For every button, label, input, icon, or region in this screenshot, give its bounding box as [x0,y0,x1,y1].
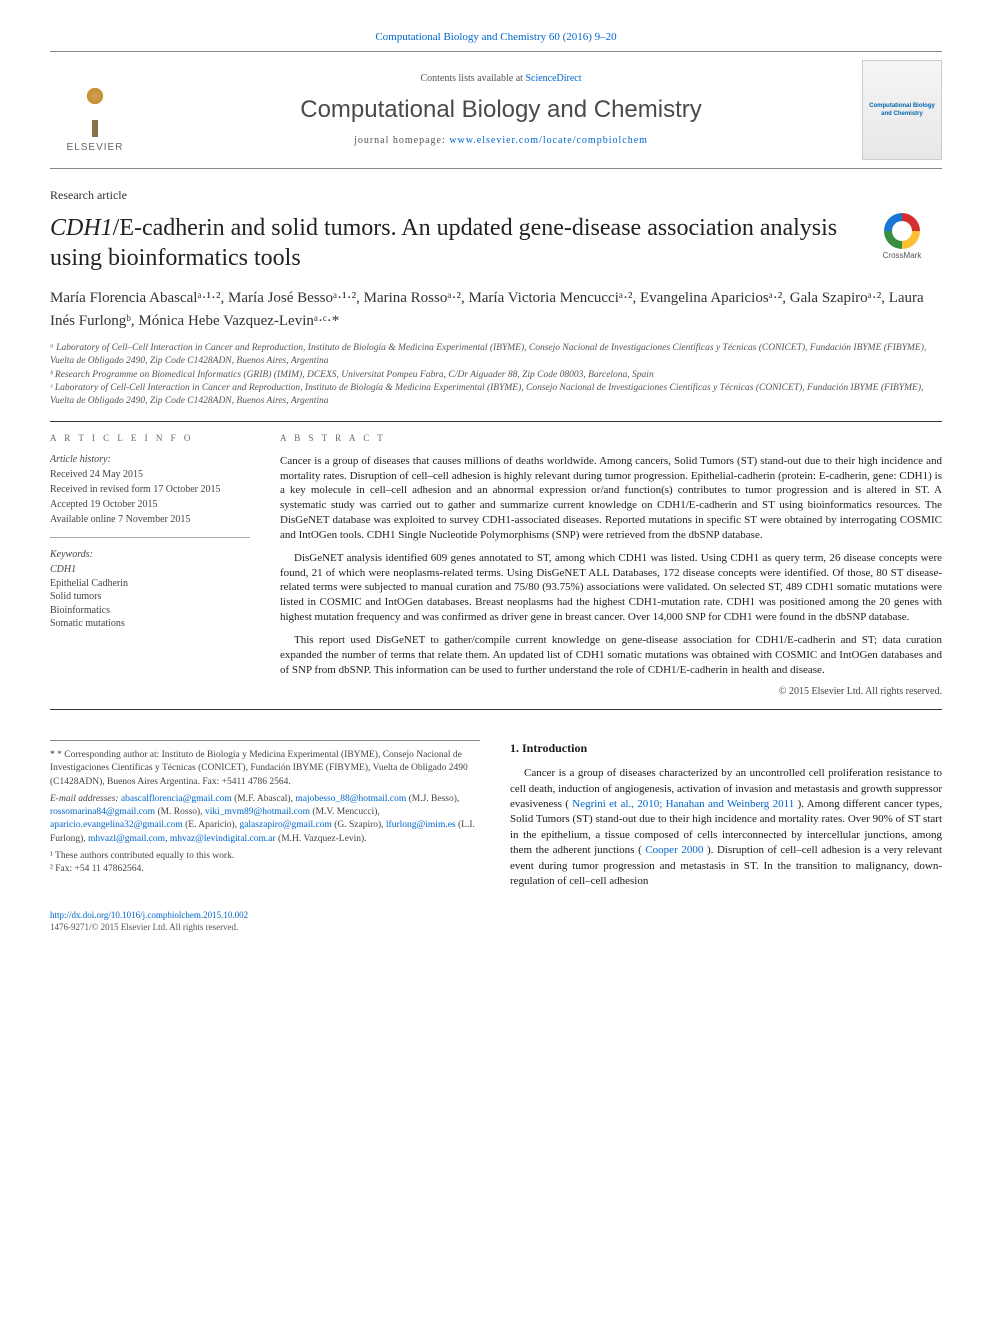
crossmark-badge[interactable]: CrossMark [862,213,942,262]
journal-homepage-link[interactable]: www.elsevier.com/locate/compbiolchem [449,135,648,146]
email-who: (M.F. Abascal), [232,794,293,804]
page-footer: http://dx.doi.org/10.1016/j.compbiolchem… [50,909,942,933]
abstract-para-2: DisGeNET analysis identified 609 genes a… [280,551,942,625]
abstract-para-1: Cancer is a group of diseases that cause… [280,454,942,543]
journal-cover-text: Computational Biology and Chemistry [863,98,941,122]
star-icon: * [50,750,55,760]
email-link[interactable]: aparicio.evangelina32@gmail.com [50,820,183,830]
online-date: Available online 7 November 2015 [50,514,190,525]
divider-bottom [50,709,942,710]
revised-date: Received in revised form 17 October 2015 [50,484,221,495]
article-info-sidebar: A R T I C L E I N F O Article history: R… [50,432,250,699]
email-link[interactable]: galaszapiro@gmail.com [239,820,331,830]
sciencedirect-link[interactable]: ScienceDirect [525,73,581,84]
abstract: A B S T R A C T Cancer is a group of dis… [280,432,942,699]
footnote-2: ² Fax: +54 11 47862564. [50,863,480,876]
article-history-block: Article history: Received 24 May 2015 Re… [50,452,250,538]
corresponding-notes: * * Corresponding author at: Instituto d… [50,740,480,889]
corresponding-text: * Corresponding author at: Instituto de … [50,750,468,787]
keyword-item: Somatic mutations [50,617,250,631]
keyword-item: Solid tumors [50,590,250,604]
running-head-link[interactable]: Computational Biology and Chemistry 60 (… [375,31,616,43]
journal-header: ELSEVIER Contents lists available at Sci… [50,51,942,169]
affiliation-c: ᶜ Laboratory of Cell-Cell Interaction in… [50,382,942,409]
elsevier-label: ELSEVIER [67,141,124,155]
section-heading-intro: 1. Introduction [510,740,942,756]
email-who: (E. Aparicio), [183,820,240,830]
lower-columns: * * Corresponding author at: Instituto d… [50,740,942,889]
crossmark-label: CrossMark [862,251,942,262]
gene-name: CDH1 [50,215,113,241]
article-title: CDH1/E-cadherin and solid tumors. An upd… [50,213,862,273]
affiliations: ᵃ Laboratory of Cell–Cell Interaction in… [50,342,942,408]
email-link[interactable]: mhvaz@levindigital.com.ar [170,834,276,844]
issn-copyright: 1476-9271/© 2015 Elsevier Ltd. All right… [50,922,238,932]
keywords-head: Keywords: [50,548,250,562]
keyword-item: Bioinformatics [50,604,250,618]
abstract-head: A B S T R A C T [280,432,942,444]
abstract-copyright: © 2015 Elsevier Ltd. All rights reserved… [280,685,942,699]
info-abstract-row: A R T I C L E I N F O Article history: R… [50,432,942,699]
article-type: Research article [50,187,942,203]
email-who: (M.J. Besso), [406,794,459,804]
homepage-prefix: journal homepage: [354,135,449,146]
introduction-column: 1. Introduction Cancer is a group of dis… [510,740,942,889]
abstract-para-3: This report used DisGeNET to gather/comp… [280,633,942,678]
keyword-item: Epithelial Cadherin [50,577,250,591]
divider-top [50,421,942,422]
email-who: (M. Rosso), [155,807,203,817]
elsevier-tree-icon [65,82,125,137]
crossmark-icon [884,213,920,249]
title-rest: /E-cadherin and solid tumors. An updated… [50,215,837,271]
affiliation-b: ᵇ Research Programme on Biomedical Infor… [50,369,942,382]
email-link[interactable]: lfurlong@imim.es [386,820,456,830]
corresponding-author-note: * * Corresponding author at: Instituto d… [50,749,480,789]
contents-available-line: Contents lists available at ScienceDirec… [140,72,862,86]
publisher-logo: ELSEVIER [50,65,140,155]
header-center: Contents lists available at ScienceDirec… [140,72,862,147]
affiliation-a: ᵃ Laboratory of Cell–Cell Interaction in… [50,342,942,369]
footnote-1: ¹ These authors contributed equally to t… [50,850,480,863]
journal-name: Computational Biology and Chemistry [140,94,862,126]
keywords-block: Keywords: CDH1 Epithelial Cadherin Solid… [50,548,250,631]
email-link[interactable]: majobesso_88@hotmail.com [295,794,406,804]
journal-homepage-line: journal homepage: www.elsevier.com/locat… [140,134,862,148]
intro-paragraph: Cancer is a group of diseases characteri… [510,766,942,889]
email-link[interactable]: rossomarina84@gmail.com [50,807,155,817]
received-date: Received 24 May 2015 [50,469,143,480]
email-link[interactable]: mhvazl@gmail.com [88,834,165,844]
running-head: Computational Biology and Chemistry 60 (… [50,30,942,45]
doi-link[interactable]: http://dx.doi.org/10.1016/j.compbiolchem… [50,910,248,920]
email-link[interactable]: viki_mvm89@hotmail.com [205,807,310,817]
email-who: (M.V. Mencucci), [310,807,380,817]
keyword-cdh1: CDH1 [50,564,76,575]
contents-prefix: Contents lists available at [420,73,525,84]
email-addresses: E-mail addresses: abascalflorencia@gmail… [50,793,480,846]
accepted-date: Accepted 19 October 2015 [50,499,157,510]
email-who: (G. Szapiro), [332,820,386,830]
author-list: María Florencia Abascalᵃ·¹·², María José… [50,287,942,332]
email-who: (M.H. Vazquez-Levin). [276,834,367,844]
citation-link[interactable]: Cooper 2000 [645,844,703,856]
history-label: Article history: [50,454,111,465]
journal-cover-thumbnail: Computational Biology and Chemistry [862,60,942,160]
article-info-head: A R T I C L E I N F O [50,432,250,444]
keyword-item: CDH1 [50,563,250,577]
title-row: CDH1/E-cadherin and solid tumors. An upd… [50,213,942,273]
email-label: E-mail addresses: [50,794,121,804]
citation-link[interactable]: Negrini et al., 2010; Hanahan and Weinbe… [572,798,794,810]
email-link[interactable]: abascalflorencia@gmail.com [121,794,232,804]
